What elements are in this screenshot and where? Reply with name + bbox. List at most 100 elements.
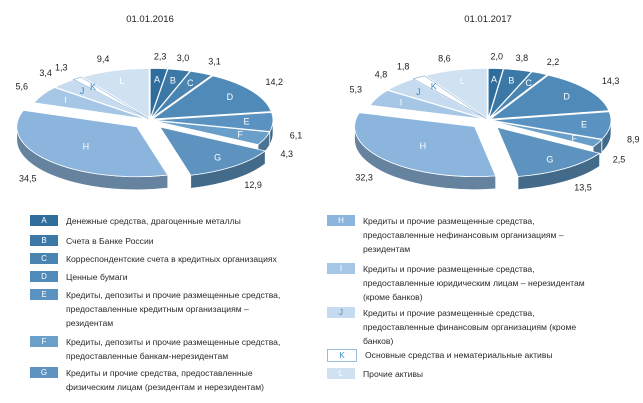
legend-item-F: F Кредиты, депозиты и прочие размещенные … (30, 335, 320, 363)
legend-label-K: Основные средства и нематериальные актив… (365, 350, 553, 360)
slice-letter-K: K (431, 81, 437, 91)
pie-slice-F (490, 120, 603, 148)
chart-title-2016: 01.01.2016 (126, 14, 174, 25)
legend-swatch-J: J (327, 307, 355, 318)
pie-slice-E (152, 112, 274, 132)
pie-slice-B (488, 68, 533, 119)
value-label-I: 5,3 (350, 85, 363, 95)
value-label-L: 9,4 (97, 54, 110, 64)
pie-slice-L (424, 68, 488, 120)
pie-slice-D (489, 74, 610, 120)
slice-letter-B: B (170, 76, 176, 86)
pie-slice-F (152, 120, 271, 146)
slice-letter-D: D (563, 91, 570, 101)
legend-swatch-F: F (30, 336, 58, 347)
pie-slice-K (72, 76, 149, 120)
legend-swatch-D: D (30, 271, 58, 282)
pie-slice-L (81, 68, 150, 120)
pie-chart-2016: 01.01.2016 A 2,3 B 3,0 C 3,1 D 14,2 E 6,1 F 4,3 G 12,… (15, 14, 303, 191)
legend-swatch-K: K (327, 349, 357, 362)
slice-letter-F: F (237, 130, 243, 140)
legend-label-C: Корреспондентские счета в кредитных орга… (66, 254, 277, 264)
legend-swatch-A: A (30, 215, 58, 226)
slice-letter-J: J (416, 87, 421, 97)
pie-slice-A (487, 67, 504, 119)
legend-swatch-E: E (30, 289, 58, 300)
slice-letter-A: A (491, 74, 497, 84)
value-label-H: 32,3 (355, 173, 373, 183)
slice-letter-E: E (244, 117, 250, 127)
pie-slice-C (150, 70, 213, 119)
slice-letter-H: H (420, 141, 427, 151)
pie-slice-H (354, 112, 497, 178)
slice-letter-K: K (90, 82, 96, 92)
legend-label-L: Прочие активы (363, 369, 424, 379)
value-label-A: 2,0 (491, 51, 504, 61)
value-label-G: 13,5 (574, 182, 592, 192)
slice-letter-F: F (571, 133, 577, 143)
legend-swatch-C: C (30, 253, 58, 264)
legend-label-J: Кредиты и прочие размещенные средства, п… (363, 308, 577, 346)
legend-label-I: Кредиты и прочие размещенные средства, п… (363, 264, 585, 302)
slice-letter-E: E (581, 119, 587, 129)
slice-letter-C: C (187, 78, 194, 88)
value-label-F: 4,3 (281, 149, 294, 159)
legend-swatch-I: I (327, 263, 355, 274)
value-label-C: 2,2 (547, 57, 560, 67)
legend-item-A: A Денежные средства, драгоценные металлы (30, 214, 320, 228)
slice-letter-A: A (154, 74, 160, 84)
value-label-L: 8,6 (438, 53, 451, 63)
legend-item-B: B Счета в Банке России (30, 234, 320, 248)
legend-label-D: Ценные бумаги (66, 272, 128, 282)
slice-letter-H: H (83, 141, 90, 151)
pie-slice-G (496, 126, 601, 177)
legend-swatch-L: L (327, 368, 355, 379)
value-label-E: 6,1 (290, 130, 303, 140)
pie-charts-area: 01.01.2016 A 2,3 B 3,0 C 3,1 D 14,2 E 6,1 F 4,3 G 12,… (15, 14, 640, 192)
legend-label-H: Кредиты и прочие размещенные средства, п… (363, 216, 564, 254)
legend-swatch-B: B (30, 235, 58, 246)
legend-swatch-G: G (30, 367, 58, 378)
slice-letter-D: D (227, 92, 234, 102)
legend-label-G: Кредиты и прочие средства, предоставленн… (66, 368, 265, 392)
slice-letter-L: L (119, 76, 124, 86)
legend-item-D: D Ценные бумаги (30, 270, 320, 284)
value-label-K: 1,8 (397, 61, 410, 71)
slice-letter-J: J (80, 86, 85, 96)
slice-letter-B: B (508, 76, 514, 86)
pie-slice-I (33, 87, 148, 120)
value-label-I: 5,6 (15, 81, 28, 91)
value-label-D: 14,2 (266, 77, 284, 87)
value-label-K: 1,3 (55, 63, 68, 73)
chart-title-2017: 01.01.2017 (464, 14, 512, 25)
slice-letter-C: C (525, 78, 532, 88)
legend-label-B: Счета в Банке России (66, 236, 154, 246)
pie-slice-G (159, 126, 267, 176)
value-label-A: 2,3 (154, 52, 167, 62)
pie-slice-D (151, 75, 272, 120)
pie-chart-2017: 01.01.2017 A 2,0 B 3,8 C 2,2 D 14,3 E 8,9 F 2,5 G 13,… (350, 14, 640, 192)
pie-slice-I (369, 89, 486, 120)
pie-slice-E (490, 111, 612, 140)
value-label-J: 3,4 (39, 68, 52, 78)
value-label-G: 12,9 (244, 180, 262, 190)
legend-label-A: Денежные средства, драгоценные металлы (66, 216, 241, 226)
pie-slice-B (150, 68, 191, 119)
legend-swatch-H: H (327, 215, 355, 226)
value-label-C: 3,1 (208, 57, 221, 67)
pie-slice-C (488, 71, 548, 119)
legend-item-K: K Основные средства и нематериальные акти… (327, 348, 627, 362)
pie-slice-H (16, 109, 169, 178)
legend-item-J: J Кредиты и прочие размещенные средства, … (327, 306, 627, 348)
legend-item-L: L Прочие активы (327, 367, 627, 381)
legend-label-F: Кредиты, депозиты и прочие размещенные с… (66, 337, 281, 361)
value-label-F: 2,5 (613, 154, 626, 164)
slice-letter-G: G (546, 154, 553, 164)
slice-letter-I: I (400, 97, 403, 107)
legend-item-C: C Корреспондентские счета в кредитных орг… (30, 252, 320, 266)
legend-label-E: Кредиты, депозиты и прочие размещенные с… (66, 290, 281, 328)
pie-slice-A (149, 67, 169, 119)
value-label-J: 4,8 (375, 69, 388, 79)
pie-slice-K (412, 75, 487, 119)
